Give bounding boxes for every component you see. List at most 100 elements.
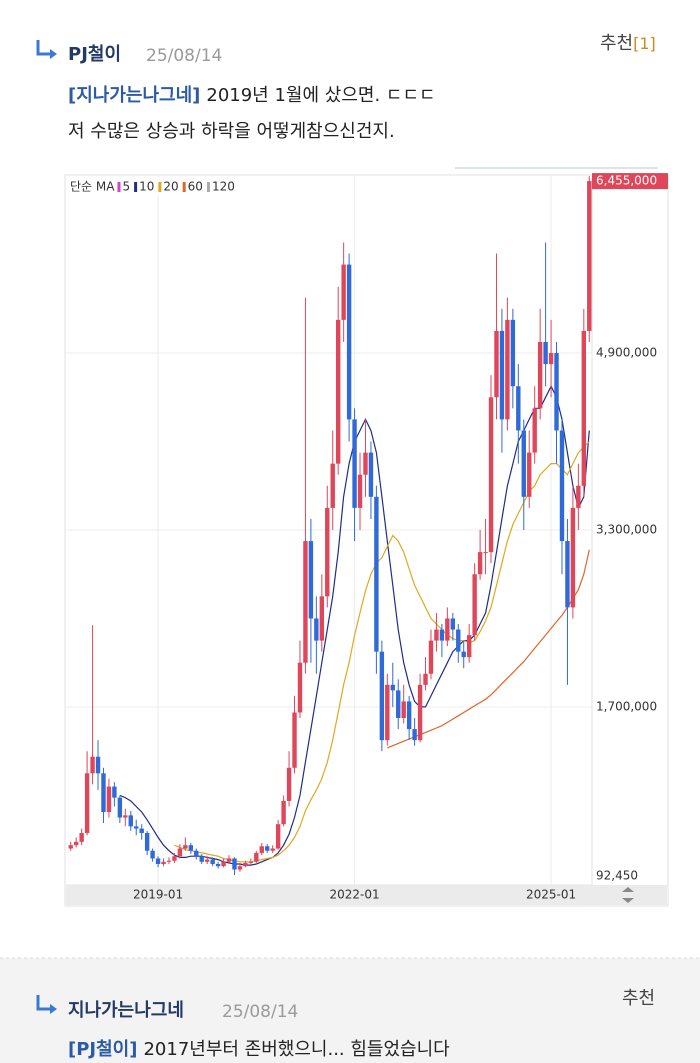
- candle-body: [472, 574, 477, 636]
- reply-icon: [50, 1004, 57, 1014]
- legend-item: 10: [139, 180, 154, 194]
- candle-body: [259, 846, 264, 853]
- legend-item: 60: [188, 180, 203, 194]
- candle-body: [510, 319, 516, 387]
- x-tick-label: 2022-01: [329, 888, 379, 902]
- legend-swatch: [158, 182, 162, 192]
- candle-body: [466, 635, 472, 658]
- candle-body: [477, 552, 483, 575]
- recommend-label[interactable]: 추천: [622, 988, 655, 1009]
- candle-body: [368, 452, 374, 497]
- candle-body: [183, 845, 188, 849]
- candle-body: [401, 701, 406, 719]
- legend-swatch: [182, 182, 186, 192]
- candle-body: [221, 861, 226, 867]
- candle-body: [281, 800, 286, 825]
- legend-item: 120: [212, 180, 235, 194]
- comment-line: [지나가는나그네] 2019년 1월에 샀으면. ㄷㄷㄷ: [68, 85, 436, 106]
- legend-item: 20: [163, 180, 178, 194]
- candle-body: [128, 815, 133, 827]
- candle-body: [314, 618, 319, 641]
- candle-body: [434, 629, 439, 641]
- comment-text: 저 수많은 상승과 하락을 어떻게참으신건지.: [68, 121, 395, 142]
- candle-body: [166, 860, 172, 862]
- candle-body: [243, 862, 248, 867]
- candle-body: [516, 386, 521, 431]
- candle-body: [374, 496, 379, 652]
- candle-body: [155, 858, 161, 864]
- ma-line: [174, 441, 590, 863]
- candle-body: [150, 850, 155, 859]
- comment-text: 2017년부터 존버했으니... 힘들었습니다: [143, 1039, 450, 1060]
- candle-body: [570, 507, 576, 608]
- last-price-label: 6,455,000: [596, 174, 657, 188]
- candle-body: [101, 773, 106, 813]
- candle-body: [499, 330, 505, 420]
- candle-body: [161, 861, 166, 864]
- candle-body: [439, 629, 445, 641]
- candle-body: [587, 181, 592, 331]
- candle-body: [194, 850, 199, 857]
- legend-swatch: [117, 182, 121, 192]
- candle-body: [357, 474, 363, 508]
- legend-label: 단순 MA: [70, 180, 115, 194]
- date: 25/08/14: [146, 46, 222, 66]
- candle-body: [581, 330, 587, 486]
- candle-body: [270, 848, 275, 851]
- candle-body: [73, 841, 79, 846]
- candle-body: [494, 330, 499, 398]
- chart: 92,450 1,700,000 3,300,000 4,900,000 2019-01…: [65, 173, 668, 906]
- recommend-count: [1]: [633, 34, 656, 53]
- candle-body: [341, 264, 346, 320]
- candle-body: [286, 767, 292, 801]
- candle-body: [352, 419, 357, 508]
- candle-body: [406, 701, 412, 730]
- candle-body: [226, 858, 232, 862]
- author[interactable]: PJ철이: [68, 44, 121, 65]
- candle-body: [117, 797, 123, 818]
- candle-body: [543, 341, 548, 365]
- candle-body: [428, 640, 434, 674]
- candle-body: [215, 863, 221, 867]
- candle-body: [177, 848, 183, 857]
- candle-body: [112, 786, 117, 798]
- author[interactable]: 지나가는나그네: [68, 1000, 184, 1021]
- candle-body: [303, 541, 308, 663]
- legend-swatch: [206, 182, 210, 192]
- candle-body: [144, 833, 150, 851]
- mention[interactable]: [PJ철이]: [68, 1039, 137, 1060]
- candle-body: [412, 729, 417, 741]
- candle-body: [363, 452, 368, 475]
- candle-body: [456, 629, 461, 652]
- recommend-label[interactable]: 추천: [600, 33, 633, 54]
- last-price-tag: [592, 173, 668, 190]
- candle-body: [297, 662, 303, 713]
- mention[interactable]: [지나가는나그네]: [68, 85, 200, 106]
- candle-body: [199, 856, 204, 862]
- candle-body: [172, 856, 177, 861]
- candle-body: [417, 684, 423, 741]
- candle-body: [521, 430, 526, 497]
- date: 25/08/14: [222, 1002, 298, 1022]
- candle-body: [308, 541, 314, 619]
- candle-body: [379, 651, 385, 741]
- recommend[interactable]: 추천[1]: [600, 33, 656, 54]
- candle-body: [423, 673, 428, 685]
- candle-body: [505, 319, 510, 420]
- candle-body: [275, 824, 281, 849]
- x-tick-label: 2025-01: [526, 888, 576, 902]
- candle-body: [390, 684, 395, 691]
- candle-body: [79, 833, 84, 842]
- candle-body: [292, 712, 297, 768]
- candle-body: [385, 684, 390, 741]
- candle-body: [537, 341, 543, 409]
- scroll-icon: [622, 887, 634, 903]
- candle-body: [559, 430, 565, 542]
- candle-body: [527, 452, 532, 497]
- candle-body: [319, 596, 325, 641]
- candle-body: [188, 845, 194, 851]
- candle-body: [123, 815, 128, 818]
- candle-body: [210, 859, 215, 864]
- candle-body: [95, 756, 101, 774]
